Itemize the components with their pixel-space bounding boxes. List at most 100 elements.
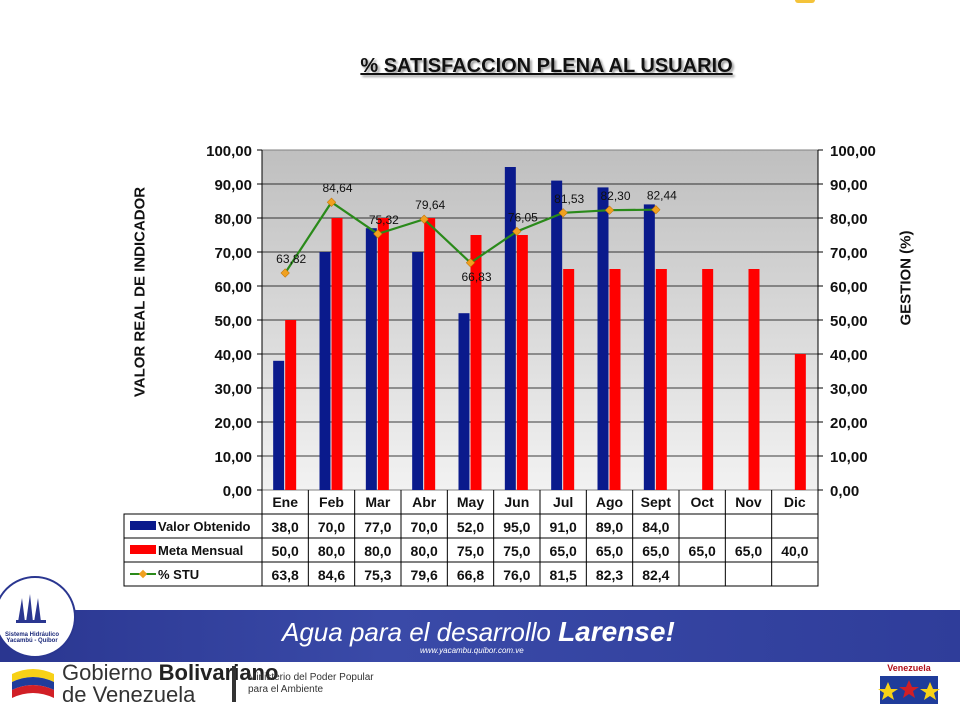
y-tick-label-right: 30,00	[830, 381, 868, 398]
bar-meta-dic	[794, 354, 806, 490]
table-cell: 70,0	[411, 519, 438, 535]
stu-point-may	[465, 258, 476, 268]
footer-banner	[0, 610, 960, 662]
table-cell: 50,0	[272, 543, 299, 559]
bar-valor-sept	[643, 204, 655, 490]
bar-valor-jul	[551, 180, 563, 490]
y-tick-label-left: 20,00	[214, 415, 252, 432]
gov-line2: de Venezuela	[62, 682, 196, 707]
table-cell: 65,0	[642, 543, 669, 559]
x-tick-label-nov: Nov	[735, 494, 762, 510]
bar-valor-mar	[365, 228, 377, 490]
slogan-prefix: Agua para el desarrollo	[282, 617, 559, 647]
bar-valor-ene	[273, 360, 285, 490]
y-tick-label-left: 0,00	[223, 483, 252, 500]
gobierno-bolivariano-logo: Gobierno Bolivariano de Venezuela	[62, 662, 278, 706]
x-tick-label-oct: Oct	[690, 494, 714, 510]
bar-meta-nov	[748, 269, 760, 490]
slogan-bold: Larense!	[558, 616, 675, 647]
table-cell: 91,0	[550, 519, 577, 535]
table-cell: 80,0	[364, 543, 391, 559]
y-tick-label-right: 100,00	[830, 143, 876, 160]
yacambu-logo-mark	[16, 594, 46, 623]
x-tick-label-ene: Ene	[272, 494, 298, 510]
table-cell: 84,0	[642, 519, 669, 535]
data-table	[123, 513, 819, 587]
ministry-text: Ministerio del Poder Popular para el Ambi…	[248, 672, 374, 696]
bar-meta-ago	[609, 269, 621, 490]
footer-divider	[232, 666, 236, 702]
table-cell: 38,0	[272, 519, 299, 535]
y-tick-label-right: 70,00	[830, 245, 868, 262]
table-cell: 65,0	[689, 543, 716, 559]
footer-url[interactable]: www.yacambu.quibor.com.ve	[420, 646, 524, 655]
table-cell: 79,6	[411, 567, 438, 583]
table-cell: 76,0	[503, 567, 530, 583]
table-cell: 70,0	[318, 519, 345, 535]
bar-meta-abr	[424, 218, 436, 490]
venezuela-ahora-logo: Venezuela	[878, 663, 940, 704]
y-axis-left-label: VALOR REAL DE INDICADOR	[131, 186, 149, 398]
x-tick-label-sept: Sept	[641, 494, 672, 510]
ministry-line2: para el Ambiente	[248, 684, 324, 695]
y-tick-label-right: 90,00	[830, 177, 868, 194]
bar-meta-ene	[285, 320, 297, 490]
table-cell: 75,0	[503, 543, 530, 559]
stu-point-label-sept: 82,44	[647, 189, 677, 203]
venezuela-flag-icon	[12, 669, 54, 698]
bar-valor-abr	[412, 252, 424, 490]
table-cell: 77,0	[364, 519, 391, 535]
stu-point-mar	[373, 229, 383, 239]
x-tick-label-jul: Jul	[553, 494, 573, 510]
x-tick-label-abr: Abr	[412, 494, 437, 510]
legend-label-2: % STU	[158, 567, 199, 582]
bar-valor-feb	[319, 252, 331, 490]
y-tick-label-left: 80,00	[214, 211, 252, 228]
table-cell: 40,0	[781, 543, 808, 559]
bar-meta-jul	[563, 269, 575, 490]
table-cell: 75,0	[457, 543, 484, 559]
y-tick-label-left: 60,00	[214, 279, 252, 296]
footer-slogan: Agua para el desarrollo Larense!	[282, 616, 675, 648]
bar-meta-feb	[331, 218, 343, 490]
bar-valor-may	[458, 313, 470, 490]
y-tick-label-left: 100,00	[206, 143, 252, 160]
gov-line1-a: Gobierno	[62, 660, 159, 685]
gov-line1-b: Bolivariano	[158, 660, 279, 685]
stu-point-label-may: 66,83	[461, 270, 491, 284]
x-tick-label-feb: Feb	[319, 494, 344, 510]
stu-point-sept	[651, 205, 661, 215]
stu-point-label-ene: 63,82	[276, 252, 306, 266]
legend-key-0	[130, 521, 156, 530]
x-tick-label-mar: Mar	[365, 494, 390, 510]
bar-meta-oct	[702, 269, 714, 490]
table-cell: 81,5	[550, 567, 577, 583]
y-tick-label-left: 90,00	[214, 177, 252, 194]
y-tick-label-right: 80,00	[830, 211, 868, 228]
y-tick-label-right: 40,00	[830, 347, 868, 364]
stu-point-ene	[280, 268, 290, 278]
table-cell: 75,3	[364, 567, 391, 583]
ministry-line1: Ministerio del Poder Popular	[248, 672, 374, 683]
table-cell: 80,0	[411, 543, 438, 559]
x-tick-label-ago: Ago	[596, 494, 623, 510]
table-cell: 89,0	[596, 519, 623, 535]
y-tick-label-left: 40,00	[214, 347, 252, 364]
table-cell: 82,3	[596, 567, 623, 583]
bar-valor-jun	[504, 167, 516, 490]
legend-label-0: Valor Obtenido	[158, 519, 251, 534]
vz-logo-text: Venezuela	[887, 663, 932, 673]
chart-title: % SATISFACCION PLENA AL USUARIO	[360, 55, 733, 77]
bar-meta-may	[470, 235, 482, 490]
table-cell: 80,0	[318, 543, 345, 559]
y-tick-label-left: 70,00	[214, 245, 252, 262]
y-tick-label-left: 30,00	[214, 381, 252, 398]
yacambu-logo-text: Sistema Hidráulico Yacambú - Quíbor	[4, 632, 60, 644]
table-cell: 65,0	[596, 543, 623, 559]
bar-meta-sept	[655, 269, 667, 490]
stu-point-jul	[558, 208, 568, 218]
x-tick-label-may: May	[457, 494, 484, 510]
table-cell: 95,0	[503, 519, 530, 535]
stu-point-label-abr: 79,64	[415, 198, 445, 212]
y-axis-right-label: GESTION (%)	[897, 230, 915, 326]
